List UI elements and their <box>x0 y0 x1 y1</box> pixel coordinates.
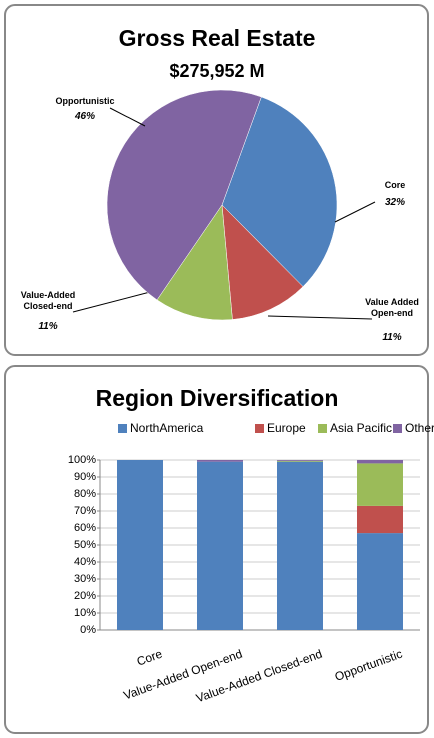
pie-title: Gross Real Estate <box>119 25 316 51</box>
bar-segment <box>277 460 323 462</box>
leader-line <box>72 291 151 313</box>
legend-label: Europe <box>267 421 306 435</box>
pie-slice <box>221 96 338 287</box>
leader-line <box>109 107 146 127</box>
y-tick-label: 30% <box>74 573 96 585</box>
slice-label: Opportunistic <box>55 96 115 106</box>
legend-label: Other <box>405 421 434 435</box>
y-tick-label: 60% <box>74 522 96 534</box>
pie-slice <box>156 204 233 321</box>
bar-segment <box>357 533 403 630</box>
bar-segment <box>197 460 243 462</box>
y-tick-label: 0% <box>80 624 96 636</box>
legend-swatch <box>255 424 264 433</box>
legend-swatch <box>318 424 327 433</box>
pie-slice <box>106 89 262 301</box>
leader-line <box>267 315 373 320</box>
y-tick-label: 40% <box>74 556 96 568</box>
y-tick-label: 70% <box>74 505 96 517</box>
y-tick-label: 90% <box>74 471 96 483</box>
legend-label: NorthAmerica <box>130 421 204 435</box>
pie-subtitle: $275,952 M <box>169 61 264 81</box>
pie-slice <box>221 204 304 320</box>
bar-segment <box>277 460 323 461</box>
y-tick-label: 50% <box>74 539 96 551</box>
bar-segment <box>357 460 403 464</box>
slice-value-label: 11% <box>38 321 58 332</box>
slice-value-label: 32% <box>384 197 405 208</box>
bar-segment <box>117 460 163 630</box>
bar-segment <box>277 461 323 630</box>
bar-title: Region Diversification <box>96 385 339 411</box>
y-tick-label: 80% <box>74 488 96 500</box>
bar-segment <box>357 463 403 506</box>
slice-label: Core <box>384 180 406 190</box>
slice-value-label: 46% <box>74 111 95 122</box>
y-tick-label: 20% <box>74 590 96 602</box>
slice-value-label: 11% <box>382 332 402 343</box>
legend-swatch <box>118 424 127 433</box>
y-tick-label: 100% <box>68 454 96 466</box>
slice-label: Value-Added Closed-end <box>20 290 76 311</box>
legend-swatch <box>393 424 402 433</box>
y-tick-label: 10% <box>74 607 96 619</box>
slice-label: Value Added Open-end <box>365 297 419 318</box>
leader-line <box>334 201 376 223</box>
legend-label: Asia Pacific <box>330 421 392 435</box>
bar-segment <box>357 505 403 534</box>
bar-segment <box>197 461 243 630</box>
